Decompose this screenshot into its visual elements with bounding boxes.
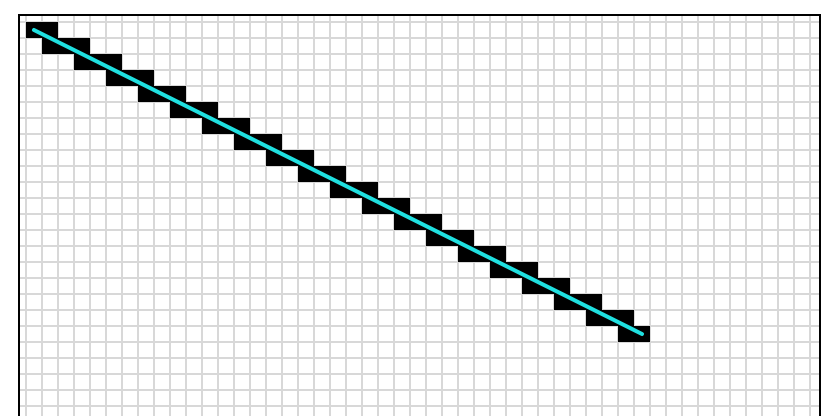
ideal-line-segment — [32, 28, 644, 336]
pixel-grid-canvas — [20, 16, 819, 416]
canvas-frame — [18, 14, 821, 416]
